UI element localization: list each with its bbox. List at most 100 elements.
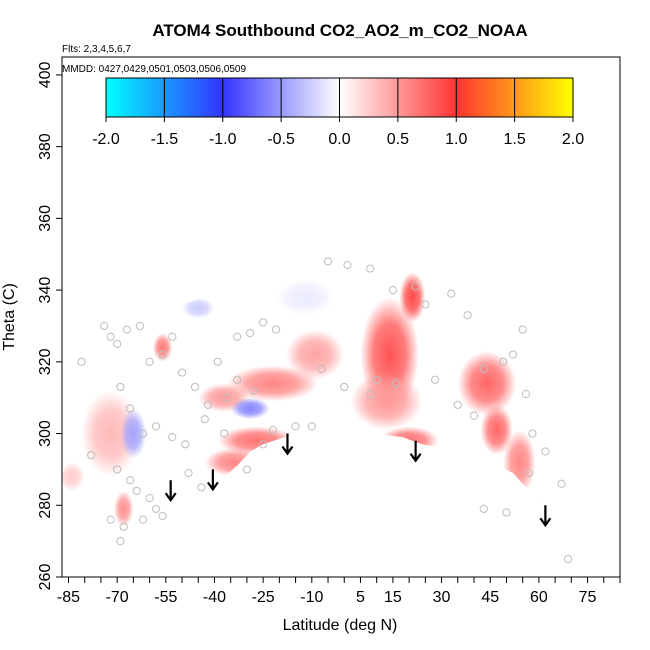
y-tick-label: 260 [37,564,54,591]
colorbar-tick-label: 0.5 [387,131,409,148]
anomaly-blob [480,404,513,456]
observation-point [502,508,511,517]
anomaly-blob [503,429,536,495]
anomaly-blob [457,351,517,416]
observation-point [525,468,534,478]
x-tick-label: -55 [154,589,177,606]
y-tick-label: 360 [37,205,54,232]
observation-point [479,364,488,374]
observation-point [139,515,148,524]
observation-point [430,375,440,384]
anomaly-blob [285,329,345,380]
observation-point [366,264,375,273]
anomaly-field [62,254,549,549]
observation-point [106,332,115,341]
observation-point [106,515,115,524]
observation-point [116,537,125,546]
colorbar-tick-label: -0.5 [267,131,295,148]
y-tick-label: 320 [37,348,54,375]
colorbar-tick-label: 1.5 [504,131,526,148]
observation-point [200,415,209,424]
x-tick-label: 45 [481,589,499,606]
flights-label: Flts: 2,3,4,5,6,7 [62,44,131,55]
anomaly-blob [379,426,439,456]
observation-point [508,350,518,359]
anomaly-blob [522,494,543,517]
observation-point [126,404,135,413]
observation-point [453,400,462,409]
down-arrow [206,469,219,492]
observation-point [469,411,479,420]
dates-label: MMDD: 0427,0429,0501,0503,0506,0509 [62,64,246,75]
observation-point [158,350,167,359]
observation-point [307,422,316,431]
down-arrow [409,440,422,463]
chart-title: ATOM4 Southbound CO2_AO2_m_CO2_NOAA [152,21,527,40]
observation-point [499,357,508,366]
x-tick-label: 30 [433,589,451,606]
observation-point [113,339,122,348]
anomaly-blob [182,297,215,319]
observation-point [177,368,187,377]
observation-point [223,393,232,402]
observation-point [411,282,420,291]
observation-point [132,486,141,496]
observation-point [168,433,177,442]
x-axis-label: Latitude (deg N) [283,617,398,634]
anomaly-blob [350,372,423,430]
observation-point [184,468,193,478]
observation-point [87,450,96,460]
observation-point [197,483,206,492]
observation-point [100,321,109,331]
observation-point [151,422,161,431]
x-tick-label: -40 [203,589,226,606]
observation-point [126,476,135,485]
observation-point [233,375,242,384]
anomaly-blob [230,397,270,420]
observation-point [528,429,537,438]
y-tick-label: 280 [37,492,54,519]
x-tick-label: 15 [384,589,402,606]
observation-point [518,325,527,334]
observation-point [323,257,333,266]
observation-point [317,364,326,374]
observation-point [392,379,401,388]
observation-point [479,504,488,513]
colorbar-tick-label: -1.5 [151,131,179,148]
x-tick-label: -10 [300,589,323,606]
observation-point [249,386,258,395]
observation-point [259,440,268,449]
observation-point [557,479,566,488]
anomaly-blob [120,408,147,459]
observation-point [268,425,277,435]
colorbar-tick-label: 0.0 [328,131,350,148]
observation-point [447,289,456,298]
colorbar-tick-label: -1.0 [209,131,237,148]
y-tick-label: 380 [37,133,54,160]
observation-point [77,357,86,366]
anomaly-blob [113,490,134,527]
observation-point [366,390,375,399]
observation-point [220,429,229,438]
observation-point [213,357,222,366]
observation-point [135,321,144,331]
y-axis-label: Theta (C) [1,283,18,351]
observation-points [77,257,573,564]
observation-point [116,382,125,392]
anomaly-blob [276,279,335,316]
plot-frame [61,56,621,578]
observation-point [122,325,131,334]
observation-point [388,286,398,295]
observation-point [246,329,255,338]
anomaly-blob [62,462,85,491]
observation-point [203,400,213,409]
anomaly-blob [81,390,140,477]
colorbar-tick-label: 2.0 [562,131,584,148]
observation-point [158,511,167,521]
observation-point [563,554,573,564]
observation-point [151,504,161,513]
observation-point [372,375,381,384]
y-tick-label: 340 [37,277,54,304]
observation-point [421,300,430,309]
